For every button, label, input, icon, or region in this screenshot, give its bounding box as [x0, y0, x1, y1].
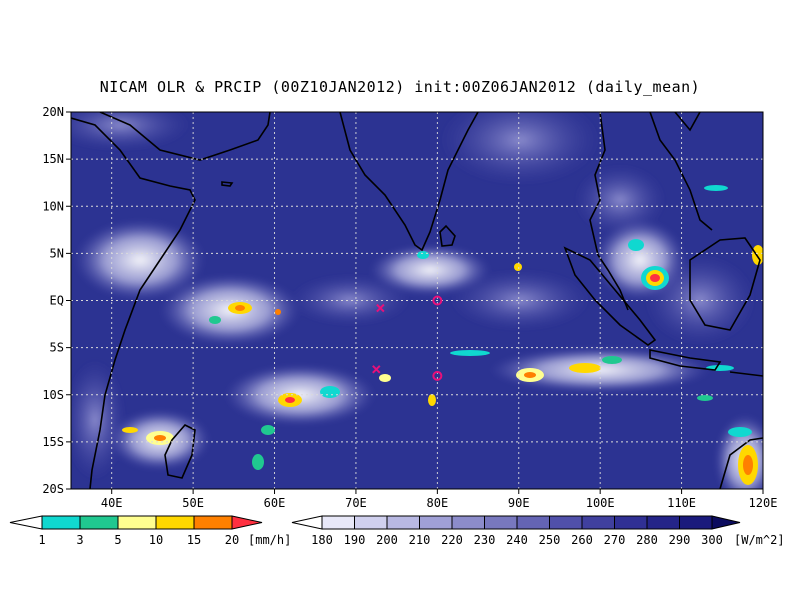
- colorbar-unit: [mm/h]: [248, 533, 291, 547]
- colorbar-cell: [117, 515, 157, 530]
- x-marker: [376, 303, 385, 313]
- y-tick-label: 5N: [50, 246, 64, 260]
- colorbar-label: 190: [344, 533, 366, 547]
- colorbar-cell: [516, 515, 550, 530]
- axes: 40E 50E 60E 70E 80E 90E 100E 110E 120E 20N 15N 10N 5…: [42, 105, 777, 510]
- colorbar-label: 270: [604, 533, 626, 547]
- colorbar-label: 220: [441, 533, 463, 547]
- colorbar-cell: [354, 515, 388, 530]
- colorbar-label: 20: [225, 533, 239, 547]
- circle-marker: [432, 370, 443, 381]
- x-tick-label: 100E: [586, 496, 615, 510]
- y-tick-label: EQ: [50, 294, 64, 308]
- y-tick-label: 10S: [42, 388, 64, 402]
- map-title: NICAM OLR & PRCIP (00Z10JAN2012) init:00…: [99, 78, 701, 96]
- colorbar-cell: [291, 515, 323, 530]
- colorbar-label: 15: [187, 533, 201, 547]
- colorbar-cell: [9, 515, 43, 530]
- coastlines: [71, 112, 763, 489]
- colorbar-label: 300: [701, 533, 723, 547]
- colorbar-cell: [646, 515, 680, 530]
- colorbar-label: 250: [539, 533, 561, 547]
- precip-cells: [122, 185, 763, 485]
- gridlines: [71, 112, 763, 489]
- colorbar-cell: [419, 515, 453, 530]
- x-tick-label: 110E: [667, 496, 696, 510]
- colorbar-cell: [711, 515, 741, 530]
- y-tick-label: 20S: [42, 482, 64, 496]
- x-tick-label: 90E: [508, 496, 530, 510]
- colorbar-cell: [581, 515, 615, 530]
- colorbar-unit: [W/m^2]: [734, 533, 785, 547]
- colorbar-label: 200: [376, 533, 398, 547]
- olr-field: [71, 112, 763, 489]
- colorbar-cell: [321, 515, 355, 530]
- x-tick-label: 40E: [101, 496, 123, 510]
- olr-colorbar: 180 190 200 210 220 230 240 250 260 270 280 290 300 […: [291, 515, 785, 547]
- colorbar-cell: [386, 515, 420, 530]
- colorbar-label: 1: [38, 533, 45, 547]
- colorbar-label: 5: [114, 533, 121, 547]
- y-tick-label: 15N: [42, 152, 64, 166]
- y-tick-label: 20N: [42, 105, 64, 119]
- colorbar-cell: [679, 515, 713, 530]
- x-tick-label: 80E: [427, 496, 449, 510]
- colorbar-label: 180: [311, 533, 333, 547]
- colorbar-label: 230: [474, 533, 496, 547]
- colorbar-cell: [549, 515, 583, 530]
- x-tick-label: 120E: [749, 496, 778, 510]
- x-tick-label: 60E: [264, 496, 286, 510]
- colorbar-label: 10: [149, 533, 163, 547]
- x-tick-label: 70E: [345, 496, 367, 510]
- colorbar-label: 240: [506, 533, 528, 547]
- x-marker: [372, 365, 381, 374]
- y-tick-label: 5S: [50, 341, 64, 355]
- x-tick-label: 50E: [182, 496, 204, 510]
- colorbar-label: 210: [409, 533, 431, 547]
- y-tick-label: 10N: [42, 199, 64, 213]
- colorbar-label: 290: [669, 533, 691, 547]
- colorbar-cell: [79, 515, 119, 530]
- colorbar-label: 280: [636, 533, 658, 547]
- markers: [372, 295, 443, 381]
- colorbar-cell: [193, 515, 233, 530]
- colorbar-cell: [41, 515, 81, 530]
- colorbar-cell: [614, 515, 648, 530]
- colorbar-cell: [231, 515, 263, 530]
- colorbar-cell: [484, 515, 518, 530]
- colorbar-label: 3: [76, 533, 83, 547]
- circle-marker: [432, 295, 443, 306]
- colorbar-cell: [451, 515, 485, 530]
- colorbar-cell: [155, 515, 195, 530]
- y-tick-label: 15S: [42, 435, 64, 449]
- colorbar-label: 260: [571, 533, 593, 547]
- precip-colorbar: 1 3 5 10 15 20 [mm/h]: [9, 515, 291, 547]
